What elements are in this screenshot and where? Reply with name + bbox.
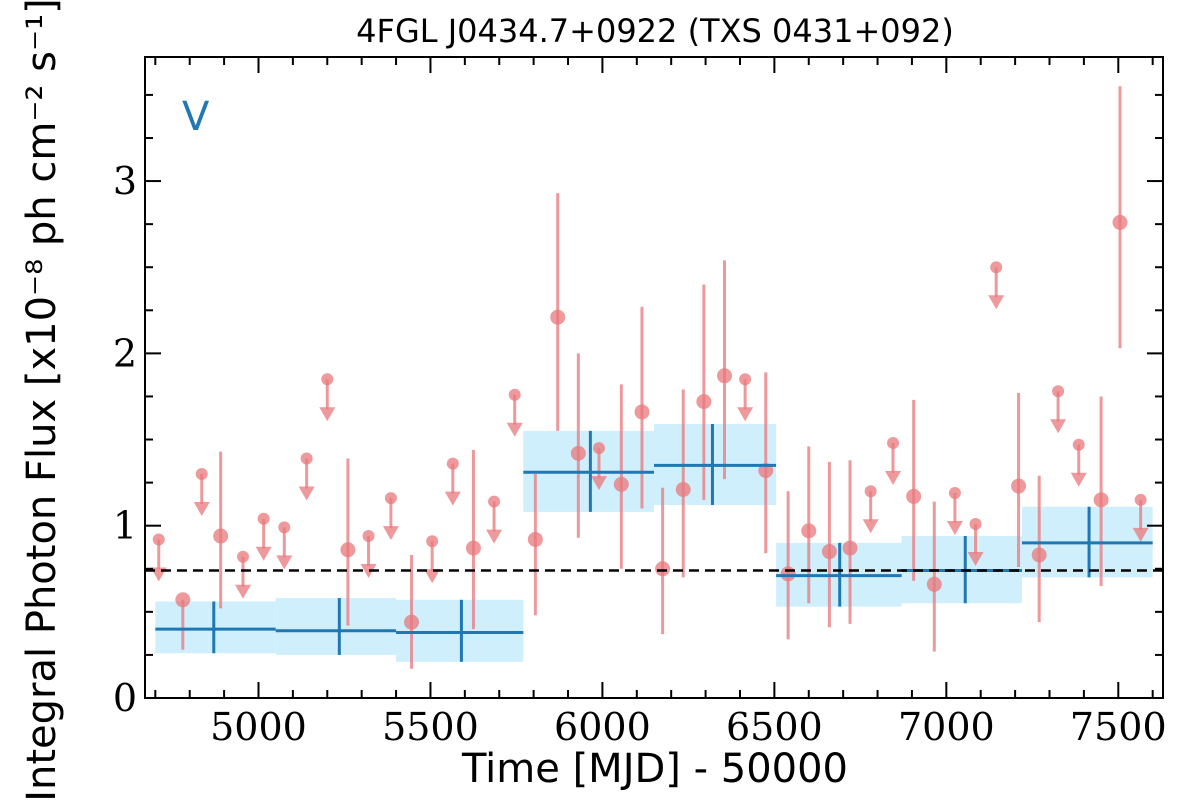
y-tick-label: 3 [113, 159, 137, 203]
upper-limit-arrow [255, 546, 272, 561]
plot-frame [144, 56, 1164, 699]
detection-point [527, 531, 543, 547]
x-tick-label: 5000 [210, 705, 307, 749]
upper-limit-point [488, 495, 501, 508]
detection-point [906, 488, 922, 504]
upper-limit-arrow [235, 584, 252, 599]
upper-limit-arrow [506, 422, 523, 437]
detection-point [465, 540, 481, 556]
upper-limit-arrow [1050, 419, 1067, 434]
upper-limit-point [948, 486, 961, 499]
upper-limit-point [152, 533, 165, 546]
upper-limit-point [384, 492, 397, 505]
y-tick-label: 2 [113, 331, 137, 375]
upper-limit-arrow [1070, 472, 1087, 487]
detection-point [842, 540, 858, 556]
detection-point [780, 566, 796, 582]
upper-limit-point [446, 457, 459, 470]
upper-limit-point [300, 452, 313, 465]
y-tick-label: 1 [113, 504, 137, 548]
upper-limit-point [195, 467, 208, 480]
upper-limit-arrow [862, 519, 879, 534]
detection-point [926, 576, 942, 592]
upper-limit-point [969, 517, 982, 530]
detection-point [613, 476, 629, 492]
detection-point [175, 592, 191, 608]
detection-point [821, 544, 837, 560]
x-tick-label: 7500 [1070, 705, 1167, 749]
upper-limit-arrow [319, 407, 336, 422]
upper-limit-point [592, 442, 605, 455]
upper-limit-arrow [988, 295, 1005, 310]
binned-flux-band [396, 599, 524, 662]
detection-layer [175, 86, 1128, 669]
binned-flux-band [155, 601, 276, 654]
axis-ticks [145, 57, 1163, 699]
upper-limit-point [237, 550, 250, 563]
axis-tick-labels: 5000 5500 6000 6500 7000 7500 0 1 2 3 [113, 159, 1167, 749]
upper-limit-point [508, 388, 521, 401]
upper-limit-arrow [946, 520, 963, 535]
detection-point [213, 528, 229, 544]
upper-limit-point [864, 485, 877, 498]
upper-limit-point [257, 512, 270, 525]
detection-point [1031, 547, 1047, 563]
upper-limit-arrow [885, 470, 902, 485]
upper-limit-point [362, 530, 375, 543]
detection-point [570, 445, 586, 461]
chart-title: 4FGL J0434.7+0922 (TXS 0431+092) [356, 12, 954, 50]
detection-point [655, 561, 671, 577]
detection-point [340, 542, 356, 558]
detection-point [717, 368, 733, 384]
x-tick-label: 7000 [898, 705, 995, 749]
upper-limit-arrow [382, 526, 399, 541]
detection-point [550, 309, 566, 325]
upper-limit-point [1072, 438, 1085, 451]
upper-limit-arrow [424, 569, 441, 584]
upper-limit-point [1052, 385, 1065, 398]
detection-point [1093, 492, 1109, 508]
detection-point [675, 482, 691, 498]
upper-limit-arrow [967, 551, 984, 566]
y-axis-label: Integral Photon Flux [x10⁻⁸ ph cm⁻² s⁻¹] [19, 0, 65, 800]
detection-point [696, 394, 712, 410]
y-tick-label: 0 [113, 676, 137, 720]
upper-limit-point [321, 373, 334, 386]
binned-flux-band [275, 598, 397, 655]
upper-limit-point [887, 436, 900, 449]
upper-limit-arrow [444, 491, 461, 506]
detection-point [801, 523, 817, 539]
upper-limit-arrow [276, 555, 293, 570]
upper-limit-point [739, 373, 752, 386]
upper-limit-point [278, 521, 291, 534]
x-tick-label: 6000 [554, 705, 651, 749]
upper-limit-arrow [298, 486, 315, 501]
upper-limit-arrow [590, 476, 607, 491]
upper-limit-layer [150, 261, 1149, 599]
detection-point [404, 614, 420, 630]
detection-point [1112, 214, 1128, 230]
x-tick-label: 6500 [726, 705, 823, 749]
x-axis-label: Time [MJD] - 50000 [461, 746, 848, 792]
detection-point [1011, 478, 1027, 494]
upper-limit-point [1134, 493, 1147, 506]
detection-point [634, 404, 650, 420]
upper-limit-arrow [737, 407, 754, 422]
upper-limit-arrow [1132, 527, 1149, 542]
upper-limit-arrow [360, 564, 377, 579]
upper-limit-arrow [486, 529, 503, 544]
upper-limit-point [426, 535, 439, 548]
upper-limit-arrow [193, 501, 210, 516]
panel-label: V [182, 94, 210, 140]
upper-limit-point [990, 261, 1003, 274]
x-tick-label: 5500 [382, 705, 479, 749]
